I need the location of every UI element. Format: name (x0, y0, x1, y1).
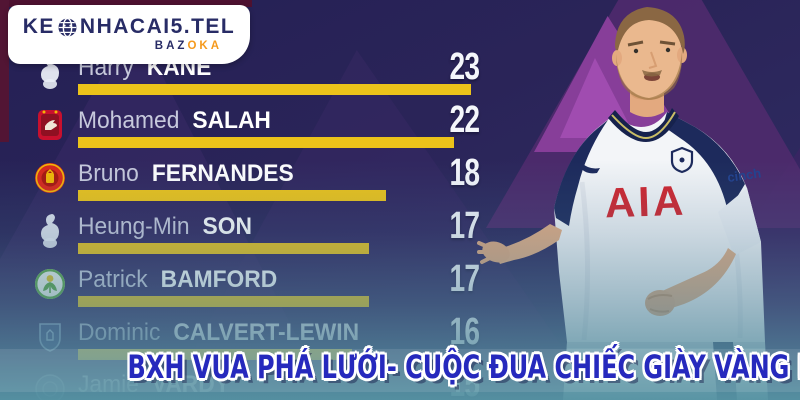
goals-bar (78, 242, 369, 254)
scorer-row: Heung-Min SON 17 (27, 205, 487, 256)
scorer-row: Mohamed SALAH 22 (27, 99, 487, 150)
shirt-sponsor-text: AIA (604, 177, 687, 227)
player-last-name: CALVERT-LEWIN (173, 318, 360, 346)
player-name: Bruno FERNANDES (78, 159, 294, 187)
player-last-name: BAMFORD (160, 265, 278, 293)
player-first-name: Mohamed (78, 106, 186, 134)
player-name: Mohamed SALAH (78, 106, 271, 134)
club-crest-liverpool (33, 106, 67, 144)
player-last-name: SALAH (192, 106, 271, 134)
headline-text: BXH VUA PHÁ LƯỚI- CUỘC ĐUA CHIẾC GIÀY VÀ… (127, 348, 800, 386)
club-crest-everton (33, 318, 67, 356)
goals-bar (78, 189, 386, 201)
club-crest-man-united (33, 159, 67, 197)
player-first-name: Patrick (78, 265, 155, 293)
player-first-name: Dominic (78, 318, 167, 346)
player-first-name: Heung-Min (78, 212, 196, 240)
club-crest-leeds (33, 265, 67, 303)
player-last-name: FERNANDES (151, 159, 294, 187)
logo-text-post: NHACAI5.TEL (79, 15, 236, 38)
logo-text-pre: KE (22, 15, 55, 38)
goals-bar (78, 136, 455, 148)
goals-bar (78, 84, 472, 95)
globe-icon (58, 17, 77, 37)
brand-logo-text: KE NHACAI5.TEL (8, 15, 250, 39)
player-first-name: Bruno (78, 159, 146, 187)
headline-banner: BXH VUA PHÁ LƯỚI- CUỘC ĐUA CHIẾC GIÀY VÀ… (128, 348, 800, 386)
brand-logo[interactable]: KE NHACAI5.TEL BAZOKA (8, 5, 250, 64)
player-name: Patrick BAMFORD (78, 265, 278, 293)
goals-bar (78, 295, 369, 307)
player-name: Dominic CALVERT-LEWIN (78, 318, 360, 346)
brand-logo-badge: BAZOKA (154, 40, 222, 52)
club-crest-leicester (33, 370, 67, 400)
club-crest-tottenham (33, 212, 67, 250)
player-photo-harry-kane: AIA cinch 10 (477, 7, 768, 400)
scorer-row: Patrick BAMFORD 17 (27, 258, 487, 309)
scorer-row: Bruno FERNANDES 18 (27, 152, 487, 203)
player-last-name: SON (202, 212, 252, 240)
player-name: Heung-Min SON (78, 212, 252, 240)
